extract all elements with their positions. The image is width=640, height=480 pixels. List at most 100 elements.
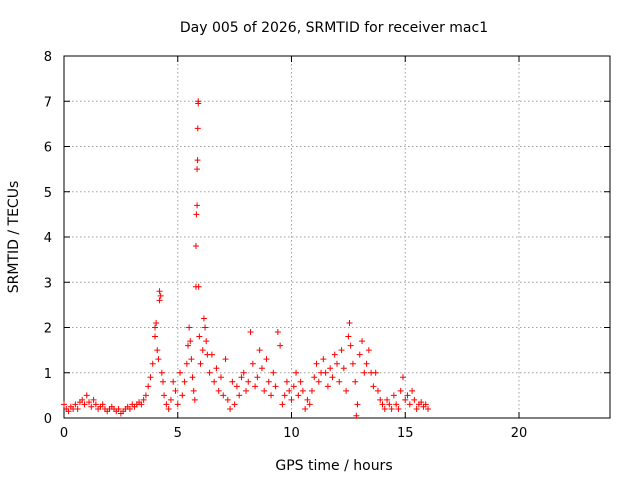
data-point (138, 401, 145, 408)
data-point (238, 374, 245, 381)
data-point (272, 383, 279, 390)
data-point (140, 396, 147, 403)
data-point (352, 378, 359, 385)
data-point (163, 401, 170, 408)
data-point (215, 387, 222, 394)
data-point (243, 387, 249, 394)
data-point (313, 360, 320, 367)
data-point (90, 396, 97, 403)
data-point (345, 333, 352, 340)
x-tick-label: 15 (397, 426, 414, 441)
data-point (154, 347, 161, 354)
data-point (142, 392, 149, 399)
data-point (194, 202, 201, 209)
data-point (399, 374, 406, 381)
grid-lines (64, 56, 610, 418)
data-point (61, 401, 67, 408)
data-point (167, 396, 174, 403)
data-point (88, 403, 95, 410)
data-point (274, 329, 281, 336)
data-point (315, 378, 322, 385)
data-point (413, 405, 420, 412)
data-point (386, 401, 393, 408)
data-point (156, 297, 163, 304)
data-point (363, 360, 370, 367)
data-point (277, 342, 284, 349)
data-point (202, 324, 209, 331)
axis-ticks: 0 5 10 15 20 0 1 2 3 4 5 6 7 8 (44, 50, 610, 441)
data-point (81, 401, 88, 408)
data-point (395, 405, 402, 412)
data-point (177, 369, 184, 376)
data-point (65, 408, 72, 415)
data-point (290, 383, 297, 390)
data-point (190, 387, 197, 394)
data-point (397, 387, 404, 394)
data-point (186, 324, 193, 331)
data-point (306, 401, 313, 408)
x-axis-label: GPS time / hours (275, 458, 392, 474)
data-point (206, 369, 213, 376)
data-point (297, 378, 304, 385)
y-tick-label: 6 (44, 141, 52, 156)
y-tick-label: 0 (44, 412, 52, 427)
data-point (411, 396, 418, 403)
data-point (302, 405, 309, 412)
data-point (279, 401, 286, 408)
x-tick-label: 5 (174, 426, 182, 441)
data-point (208, 351, 215, 358)
chart-title: Day 005 of 2026, SRMTID for receiver mac… (180, 20, 488, 36)
data-point (195, 283, 202, 290)
data-point (157, 292, 164, 299)
data-point (361, 369, 368, 376)
data-point (343, 387, 350, 394)
data-point (194, 125, 201, 132)
data-point (258, 365, 265, 372)
data-point (365, 347, 372, 354)
data-point (270, 369, 277, 376)
data-point (236, 392, 243, 399)
data-point (324, 383, 331, 390)
data-point (220, 392, 227, 399)
data-point (189, 374, 196, 381)
data-point (372, 369, 379, 376)
data-point (92, 401, 99, 408)
data-point (229, 378, 236, 385)
data-point (174, 401, 181, 408)
data-point (184, 342, 191, 349)
data-point (72, 401, 79, 408)
x-tick-label: 0 (60, 426, 68, 441)
y-tick-label: 3 (44, 276, 52, 291)
data-point (286, 387, 293, 394)
data-point (161, 392, 168, 399)
data-point (265, 378, 272, 385)
data-point (346, 319, 353, 326)
data-point (295, 392, 302, 399)
data-point (240, 369, 247, 376)
data-point (213, 365, 220, 372)
data-point (172, 387, 179, 394)
data-point (224, 396, 231, 403)
data-point (196, 333, 203, 340)
data-point (263, 356, 270, 363)
data-point (159, 378, 166, 385)
y-tick-label: 7 (44, 95, 52, 110)
y-tick-label: 5 (44, 186, 52, 201)
data-point (191, 396, 198, 403)
data-point (149, 360, 156, 367)
data-point (156, 288, 163, 295)
data-point (181, 378, 188, 385)
data-point (179, 392, 186, 399)
data-point (99, 401, 106, 408)
data-point (384, 396, 391, 403)
data-point (281, 392, 288, 399)
data-point (152, 333, 158, 340)
data-point (83, 392, 90, 399)
data-point (165, 405, 172, 412)
data-point (379, 401, 386, 408)
data-point (268, 392, 275, 399)
data-point (308, 387, 315, 394)
data-point (199, 347, 206, 354)
data-point (158, 369, 165, 376)
data-point (349, 360, 356, 367)
